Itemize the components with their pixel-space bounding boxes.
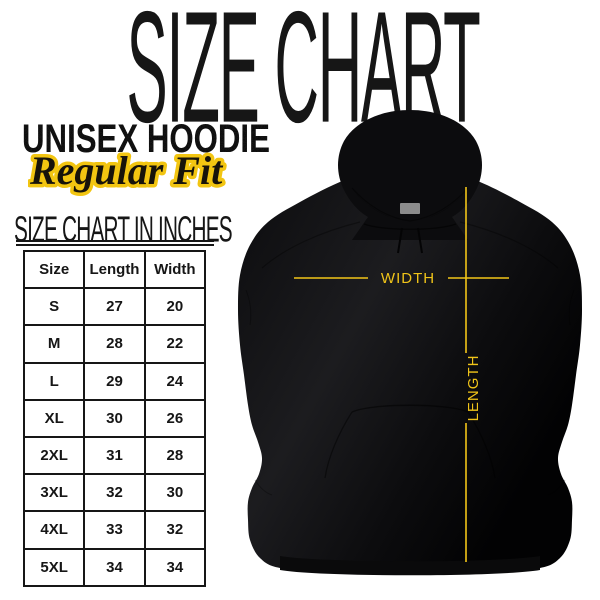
svg-text:LENGTH: LENGTH — [465, 355, 482, 422]
svg-text:WIDTH: WIDTH — [381, 270, 435, 287]
